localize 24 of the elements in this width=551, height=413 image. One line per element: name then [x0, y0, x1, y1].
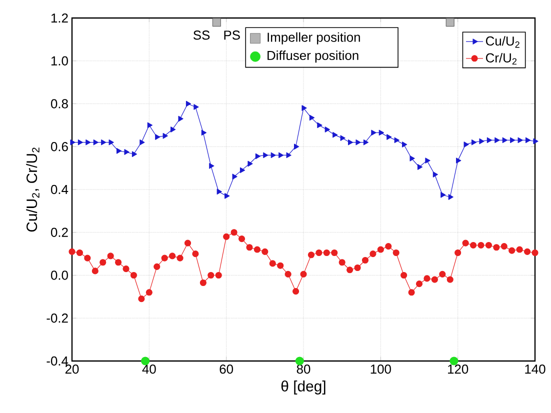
- y-tick-label: 0.2: [50, 228, 68, 237]
- y-tick-label: 0.4: [50, 184, 68, 194]
- x-tick-label: 140: [525, 364, 546, 374]
- y-tick-label: -0.4: [46, 356, 68, 366]
- x-tick-label: 80: [296, 364, 310, 374]
- legend-label: Cr/U$_{2}$: [486, 52, 517, 65]
- x-axis-title: θ [deg]: [281, 380, 326, 394]
- y-axis-title: Cu/U$_{2}$, Cr/U$_{2}$: [26, 148, 40, 232]
- y-tick-label: 0.0: [50, 270, 68, 280]
- y-tick-label: 0.6: [50, 142, 68, 152]
- x-tick-label: 20: [65, 364, 79, 374]
- legend-label: Cu/U$_{2}$: [486, 36, 520, 48]
- legend-label: Diffuser position: [268, 50, 358, 63]
- x-tick-label: 120: [448, 364, 468, 374]
- y-tick-label: -0.2: [46, 314, 68, 323]
- y-tick-label: 1.2: [51, 13, 68, 23]
- annotation: SS: [193, 30, 210, 40]
- y-tick-label: 1.0: [51, 56, 68, 66]
- x-tick-label: 40: [142, 364, 156, 374]
- legend-label: Impeller position: [268, 32, 360, 44]
- x-tick-label: 60: [220, 364, 234, 374]
- x-tick-label: 100: [370, 364, 391, 374]
- annotation: PS: [224, 30, 240, 40]
- y-tick-label: 0.8: [50, 99, 68, 108]
